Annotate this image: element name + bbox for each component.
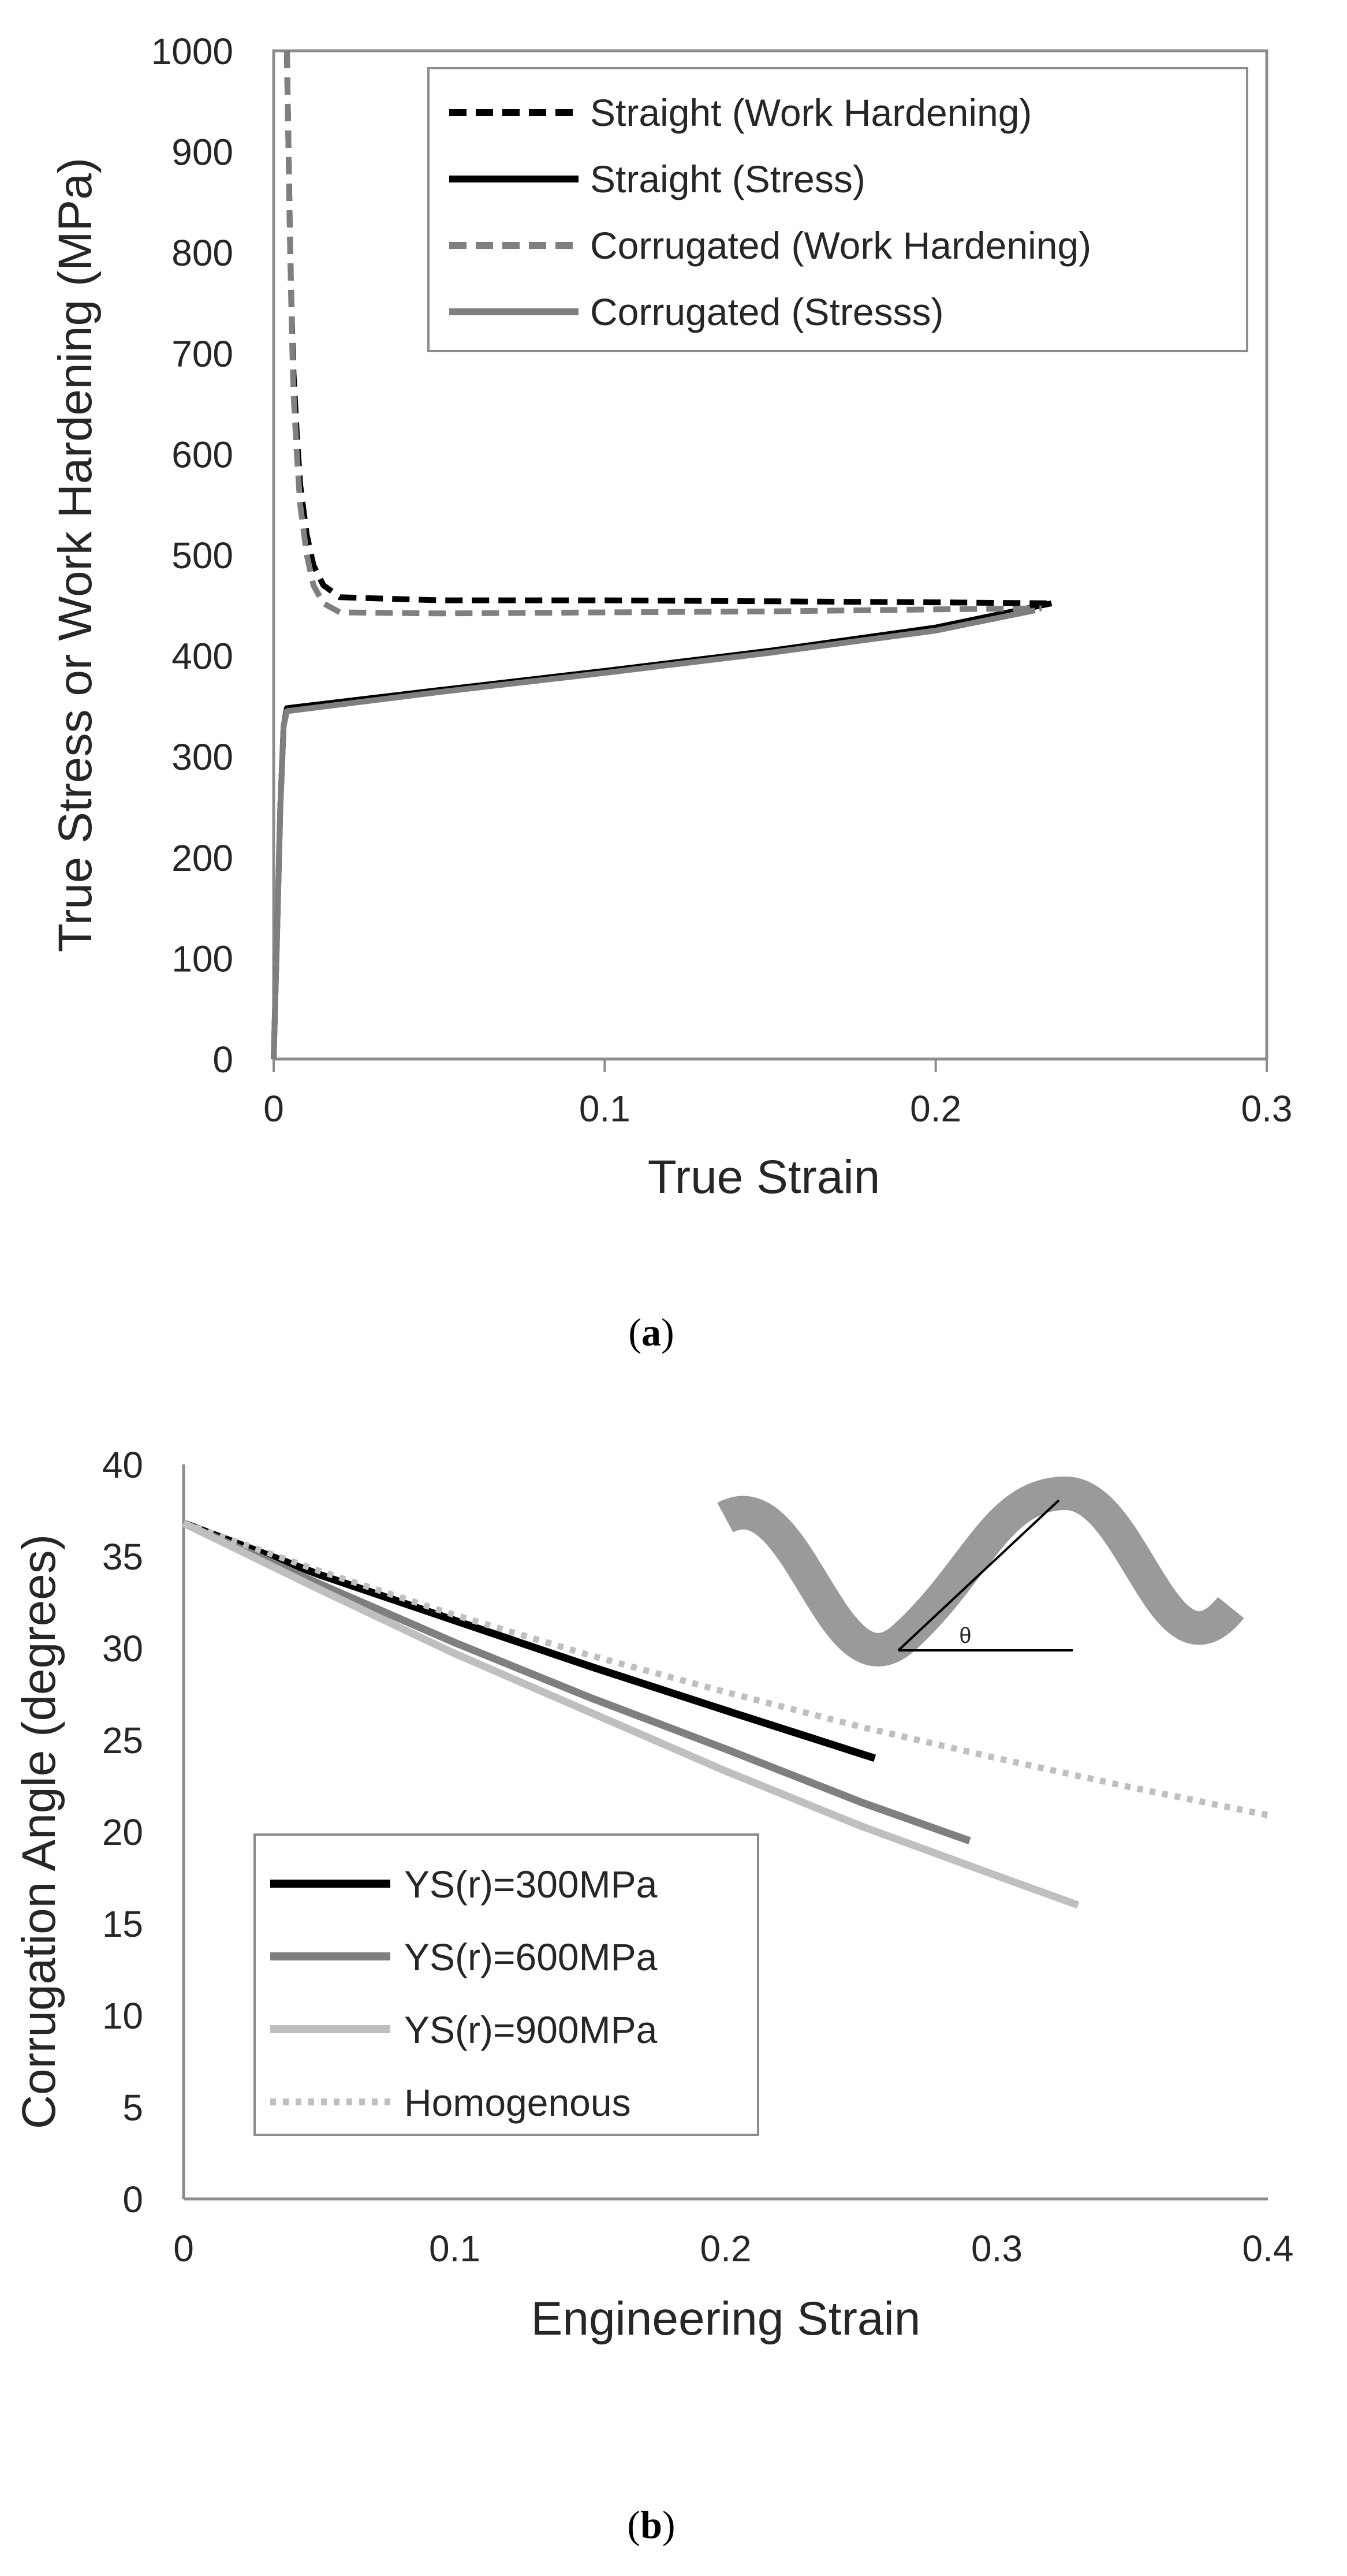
chart-b-series-line-3 bbox=[182, 1519, 1080, 1909]
corrugated-wave-shape bbox=[717, 1476, 1244, 1667]
chart-b-caption-letter: b bbox=[640, 2503, 662, 2547]
legend-label-ys300: YS(r)=300MPa bbox=[404, 1863, 658, 1906]
chart-a-y-tick-label: 900 bbox=[171, 132, 233, 173]
chart-b-series-line-1 bbox=[182, 1519, 876, 1762]
chart-b-x-axis-label: Engineering Strain bbox=[531, 2292, 921, 2345]
chart-a-y-tick-label: 300 bbox=[171, 736, 233, 778]
chart-a-x-axis-label: True Strain bbox=[648, 1151, 880, 1203]
chart-a-x-tick-label: 0.3 bbox=[1241, 1088, 1293, 1129]
chart-b-x-tick-label: 0.1 bbox=[429, 2228, 480, 2269]
chart-b-legend: YS(r)=300MPa YS(r)=600MPa YS(r)=900MPa H… bbox=[253, 1833, 759, 2136]
chart-b-y-tick-label: 30 bbox=[102, 1628, 143, 1669]
chart-b-x-tick-label: 0.2 bbox=[700, 2228, 752, 2269]
chart-a-y-tick-label: 200 bbox=[171, 837, 233, 879]
chart-a-caption: (a) bbox=[628, 1310, 674, 1354]
chart-b-y-tick-label: 5 bbox=[122, 2087, 143, 2128]
corrugation-tangent-line bbox=[897, 1499, 1060, 1652]
chart-a-x-tick-label: 0.2 bbox=[910, 1088, 961, 1129]
legend-label-corrugated-stress: Corrugated (Stresss) bbox=[590, 290, 944, 333]
chart-b-y-tick-label: 0 bbox=[122, 2179, 143, 2220]
chart-b-x-tick-label: 0 bbox=[173, 2228, 194, 2269]
legend-label-ys600: YS(r)=600MPa bbox=[404, 1936, 658, 1978]
chart-a-y-tick-label: 800 bbox=[171, 232, 233, 274]
chart-a-plot-frame bbox=[272, 49, 1268, 1061]
chart-b-series-line-2 bbox=[182, 1519, 971, 1845]
chart-a-series-line-3 bbox=[283, 50, 1042, 617]
chart-b-y-tick-label: 10 bbox=[102, 1995, 143, 2037]
legend-label-ys900: YS(r)=900MPa bbox=[404, 2008, 658, 2051]
chart-a-y-tick-label: 100 bbox=[171, 938, 233, 979]
legend-label-homogenous: Homogenous bbox=[404, 2081, 631, 2124]
chart-b-y-tick-label: 35 bbox=[102, 1536, 143, 1578]
legend-label-corrugated-work-hardening: Corrugated (Work Hardening) bbox=[590, 224, 1091, 267]
chart-b-y-axis-label: Corrugation Angle (degrees) bbox=[13, 1534, 65, 2129]
legend-label-straight-work-hardening: Straight (Work Hardening) bbox=[590, 91, 1032, 134]
chart-a-x-tick-label: 0 bbox=[263, 1088, 284, 1129]
legend-label-straight-stress: Straight (Stress) bbox=[590, 158, 865, 200]
chart-a-y-tick-label: 500 bbox=[171, 535, 233, 576]
chart-b-x-tick-label: 0.3 bbox=[971, 2228, 1023, 2269]
chart-a-caption-letter: a bbox=[641, 1310, 661, 1354]
corrugation-angle-label: θ bbox=[959, 1624, 971, 1648]
chart-b-caption-open: ( bbox=[627, 2503, 640, 2547]
chart-a-series-line-1 bbox=[283, 50, 1052, 606]
chart-b-series-line-4 bbox=[182, 1520, 1269, 1818]
chart-a-y-axis-label: True Stress or Work Hardening (MPa) bbox=[49, 158, 102, 952]
chart-b: 0 0.1 0.2 0.3 0.4 0 5 10 15 20 25 30 35 40 θ Enginee… bbox=[13, 1444, 1293, 2547]
chart-a-series-line-2 bbox=[271, 600, 1053, 1060]
corrugation-inset: θ bbox=[716, 1476, 1244, 1667]
chart-a-y-tick-label: 0 bbox=[212, 1039, 233, 1080]
chart-b-y-tick-label: 20 bbox=[102, 1811, 143, 1853]
chart-b-caption: (b) bbox=[627, 2503, 675, 2547]
chart-a-series-line-4 bbox=[271, 607, 1036, 1060]
chart-b-y-tick-label: 15 bbox=[102, 1903, 143, 1945]
chart-a-y-tick-label: 700 bbox=[171, 333, 233, 375]
chart-a: 0 0.1 0.2 0.3 0 100 200 300 400 500 600 700 800 900 1… bbox=[49, 31, 1292, 1354]
chart-b-caption-close: ) bbox=[662, 2503, 676, 2547]
chart-a-x-tick-label: 0.1 bbox=[579, 1088, 630, 1129]
chart-a-y-tick-label: 600 bbox=[171, 434, 233, 475]
chart-a-y-tick-label: 1000 bbox=[151, 31, 233, 72]
chart-b-y-tick-label: 25 bbox=[102, 1720, 143, 1761]
chart-b-y-tick-label: 40 bbox=[102, 1444, 143, 1486]
chart-a-y-tick-label: 400 bbox=[171, 636, 233, 677]
chart-a-caption-open: ( bbox=[628, 1310, 641, 1354]
chart-a-legend: Straight (Work Hardening) Straight (Stre… bbox=[427, 67, 1248, 352]
chart-a-caption-close: ) bbox=[661, 1310, 674, 1354]
chart-b-x-tick-label: 0.4 bbox=[1242, 2228, 1294, 2269]
